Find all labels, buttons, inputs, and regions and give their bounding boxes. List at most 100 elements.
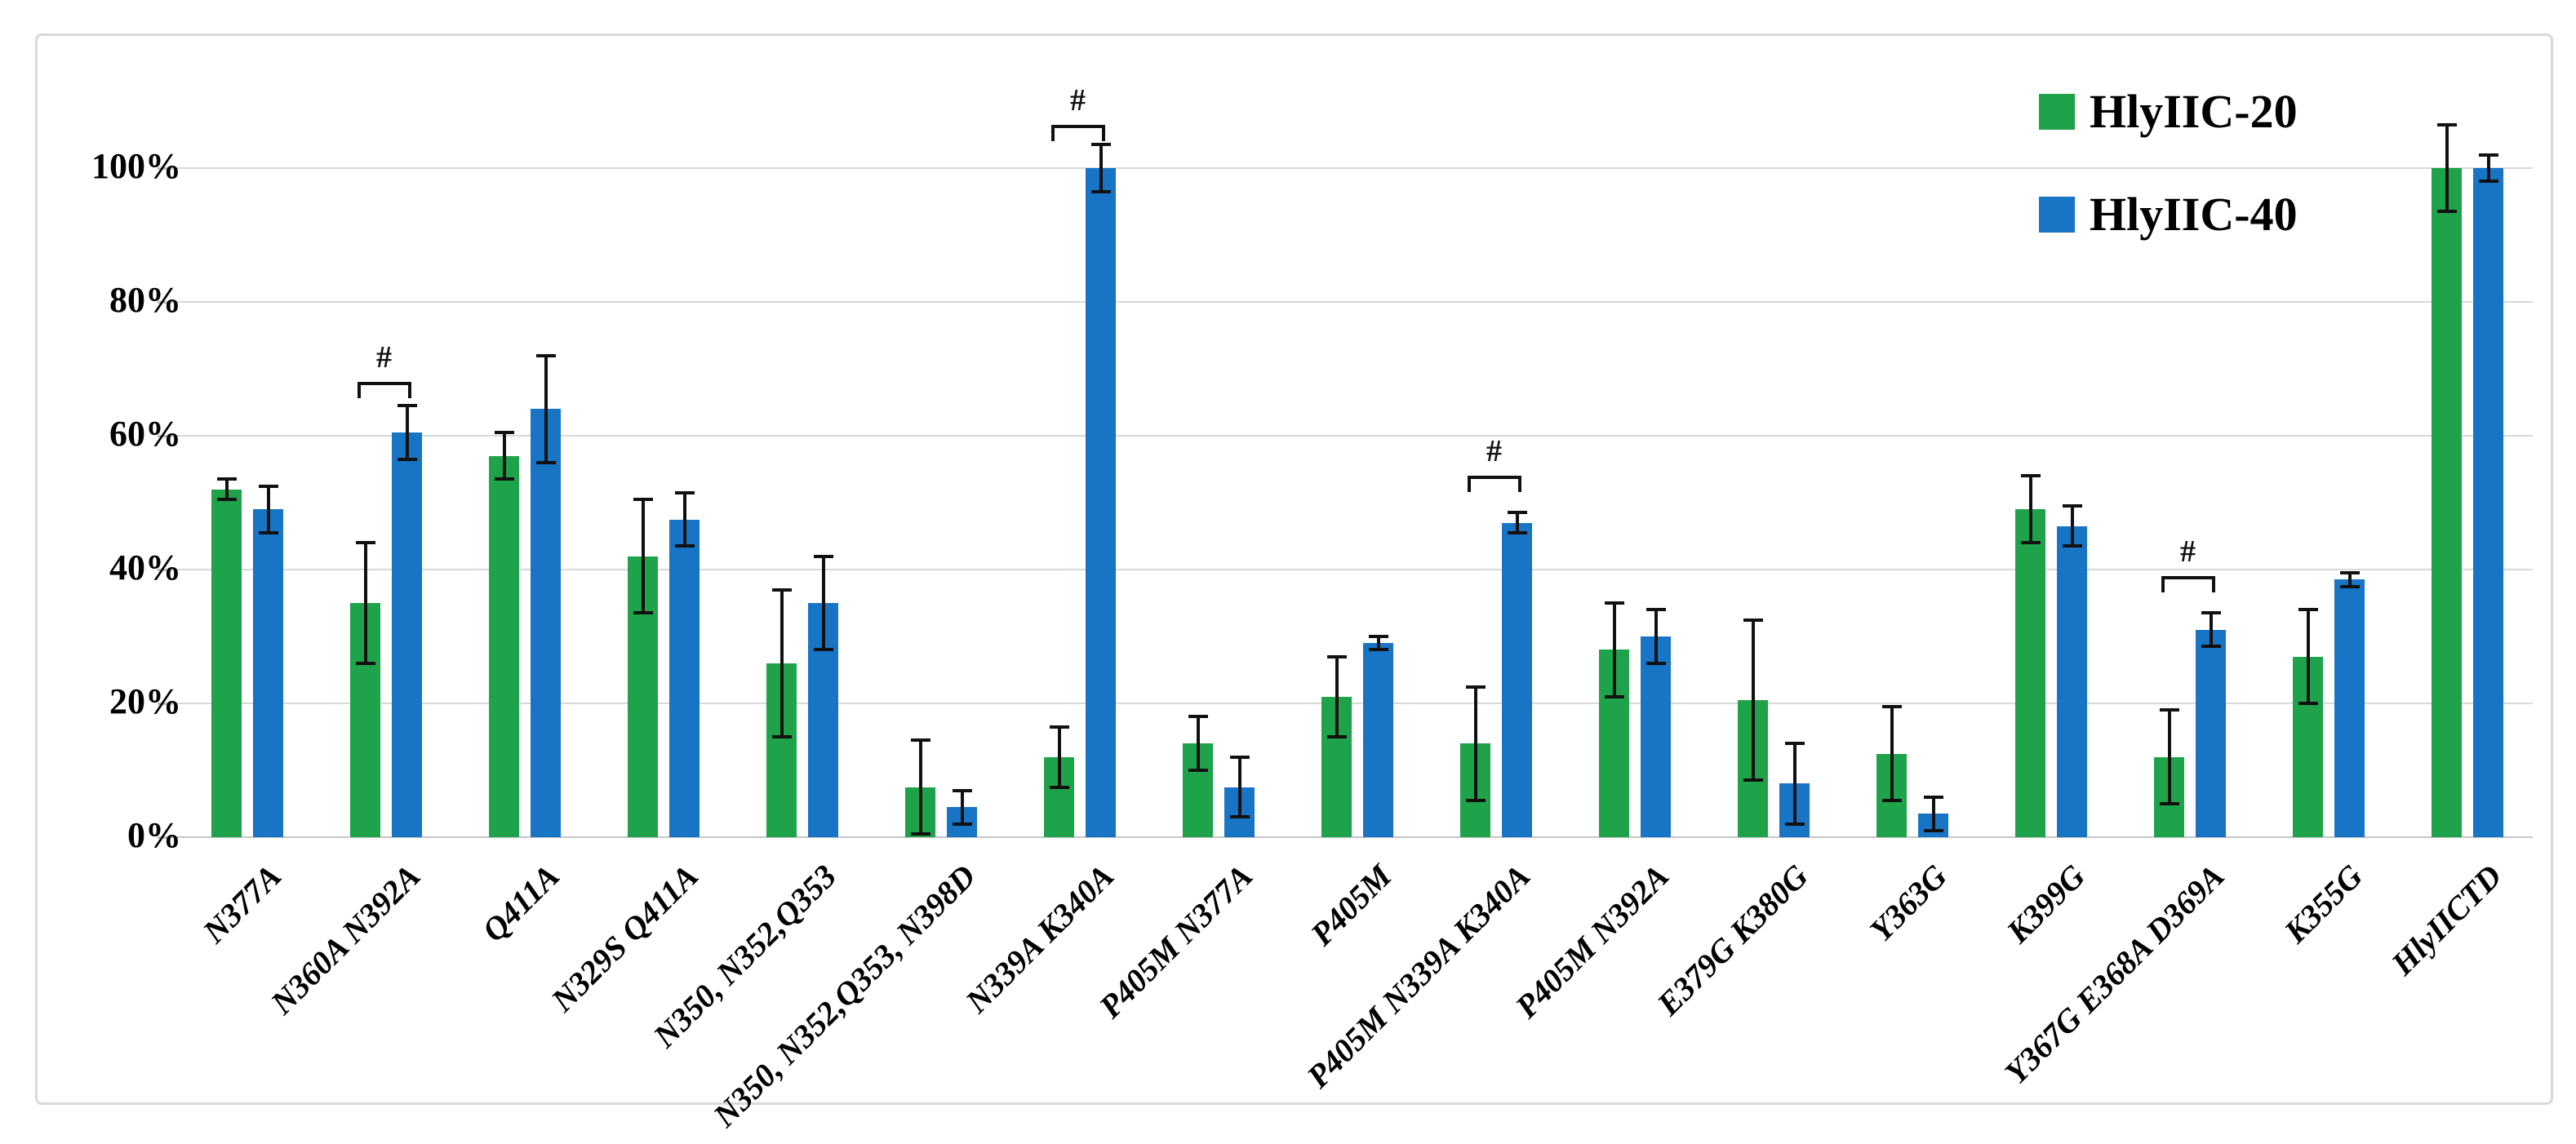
error-bar-cap-bottom bbox=[355, 661, 375, 665]
error-bar-cap-top bbox=[1604, 601, 1624, 605]
y-axis-label-20%: 20% bbox=[109, 681, 181, 721]
error-bar-cap-top bbox=[2159, 708, 2179, 712]
gridline-20% bbox=[172, 703, 2533, 704]
y-axis-label-0%: 0% bbox=[127, 815, 181, 855]
error-bar-cap-bottom bbox=[2159, 802, 2179, 805]
error-bar-line bbox=[266, 486, 270, 533]
error-bar-cap-top bbox=[494, 430, 514, 434]
y-tick-60% bbox=[158, 435, 172, 437]
error-bar-cap-top bbox=[1881, 705, 1902, 709]
bar-hlyiic-40-8 bbox=[1363, 643, 1393, 837]
error-bar-cap-bottom bbox=[1229, 815, 1250, 819]
bar-hlyiic-40-14 bbox=[2196, 629, 2226, 837]
error-bar-cap-bottom bbox=[1604, 694, 1624, 698]
error-bar-cap-top bbox=[2436, 122, 2457, 126]
error-bar-line bbox=[1890, 707, 1894, 800]
error-bar-cap-top bbox=[258, 484, 278, 488]
error-bar-cap-top bbox=[2339, 571, 2360, 575]
error-bar-line bbox=[682, 492, 686, 547]
significance-bracket-tick-right bbox=[407, 382, 411, 399]
error-bar-line bbox=[1099, 144, 1103, 192]
error-bar-cap-bottom bbox=[2478, 180, 2498, 184]
y-axis-label-80%: 80% bbox=[109, 280, 181, 320]
error-bar-line bbox=[2028, 476, 2032, 543]
error-bar-cap-bottom bbox=[813, 648, 833, 652]
significance-bracket-tick-left bbox=[1467, 476, 1471, 493]
error-bar-line bbox=[1792, 743, 1797, 824]
error-bar-cap-bottom bbox=[494, 477, 514, 481]
error-bar-cap-top bbox=[633, 497, 653, 501]
bar-hlyiic-20-0 bbox=[211, 489, 242, 837]
error-bar-cap-top bbox=[1507, 511, 1527, 515]
error-bar-cap-top bbox=[1049, 725, 1069, 729]
gridline-60% bbox=[172, 435, 2533, 437]
error-bar-cap-top bbox=[216, 477, 237, 481]
error-bar-cap-top bbox=[674, 490, 695, 494]
error-bar-cap-bottom bbox=[1881, 798, 1902, 802]
error-bar-cap-top bbox=[1090, 143, 1111, 147]
error-bar-cap-bottom bbox=[216, 497, 237, 501]
error-bar-line bbox=[224, 479, 229, 499]
error-bar-line bbox=[363, 543, 367, 663]
significance-bracket bbox=[1467, 476, 1521, 480]
y-tick-0% bbox=[158, 836, 172, 839]
error-bar-cap-bottom bbox=[1465, 798, 1486, 802]
error-bar-cap-bottom bbox=[1646, 661, 1666, 665]
error-bar-cap-bottom bbox=[1368, 648, 1388, 652]
gridline-40% bbox=[172, 569, 2533, 570]
error-bar-cap-top bbox=[1188, 715, 1208, 719]
error-bar-line bbox=[1057, 726, 1061, 787]
error-bar-cap-top bbox=[355, 541, 375, 545]
error-bar-cap-top bbox=[2020, 474, 2041, 478]
error-bar-line bbox=[1612, 603, 1616, 697]
error-bar-cap-bottom bbox=[1049, 785, 1069, 789]
y-tick-40% bbox=[158, 569, 172, 571]
error-bar-cap-bottom bbox=[2020, 541, 2041, 545]
error-bar-line bbox=[1376, 636, 1380, 650]
error-bar-cap-bottom bbox=[258, 530, 278, 534]
significance-hash: # bbox=[1070, 82, 1086, 118]
legend-item-hlyiic-20: HlyIIC-20 bbox=[2039, 85, 2298, 139]
y-axis-label-60%: 60% bbox=[109, 414, 181, 454]
y-axis-label-100%: 100% bbox=[91, 146, 181, 186]
error-bar-cap-bottom bbox=[2339, 584, 2360, 588]
significance-hash: # bbox=[376, 340, 392, 375]
error-bar-line bbox=[1196, 716, 1200, 770]
error-bar-line bbox=[2306, 610, 2310, 703]
legend-swatch-blue bbox=[2039, 197, 2075, 233]
error-bar-line bbox=[1654, 610, 1658, 663]
error-bar-line bbox=[2486, 154, 2490, 182]
y-tick-100% bbox=[158, 167, 172, 170]
y-axis-label-40%: 40% bbox=[109, 548, 181, 588]
error-bar-cap-top bbox=[1784, 742, 1805, 746]
error-bar-cap-top bbox=[1368, 635, 1388, 638]
error-bar-line bbox=[1931, 796, 1935, 831]
error-bar-cap-bottom bbox=[1090, 189, 1111, 193]
gridline-0% bbox=[172, 836, 2533, 838]
error-bar-line bbox=[502, 432, 506, 480]
bar-hlyiic-20-16 bbox=[2432, 168, 2462, 837]
legend-label-hlyiic-40: HlyIIC-40 bbox=[2090, 188, 2298, 241]
significance-bracket-tick-left bbox=[2161, 576, 2165, 593]
error-bar-cap-bottom bbox=[674, 544, 695, 548]
error-bar-cap-bottom bbox=[2062, 544, 2082, 548]
error-bar-cap-bottom bbox=[952, 822, 972, 826]
error-bar-line bbox=[2347, 573, 2352, 587]
error-bar-cap-bottom bbox=[910, 831, 930, 836]
bar-hlyiic-40-15 bbox=[2334, 579, 2365, 837]
significance-bracket-tick-right bbox=[1101, 124, 1105, 141]
error-bar-line bbox=[2445, 124, 2449, 212]
error-bar-cap-top bbox=[1923, 795, 1943, 799]
significance-bracket bbox=[2161, 576, 2215, 580]
bar-hlyiic-40-3 bbox=[669, 519, 700, 837]
error-bar-cap-top bbox=[1326, 654, 1347, 658]
error-bar-line bbox=[1473, 686, 1477, 800]
legend-item-hlyiic-40: HlyIIC-40 bbox=[2039, 188, 2298, 242]
bar-hlyiic-40-0 bbox=[253, 509, 283, 837]
error-bar-cap-top bbox=[535, 353, 556, 357]
significance-bracket-tick-left bbox=[357, 382, 361, 399]
legend-swatch-green bbox=[2039, 94, 2075, 130]
error-bar-cap-bottom bbox=[2436, 210, 2457, 214]
error-bar-line bbox=[779, 589, 784, 737]
error-bar-line bbox=[821, 556, 825, 650]
